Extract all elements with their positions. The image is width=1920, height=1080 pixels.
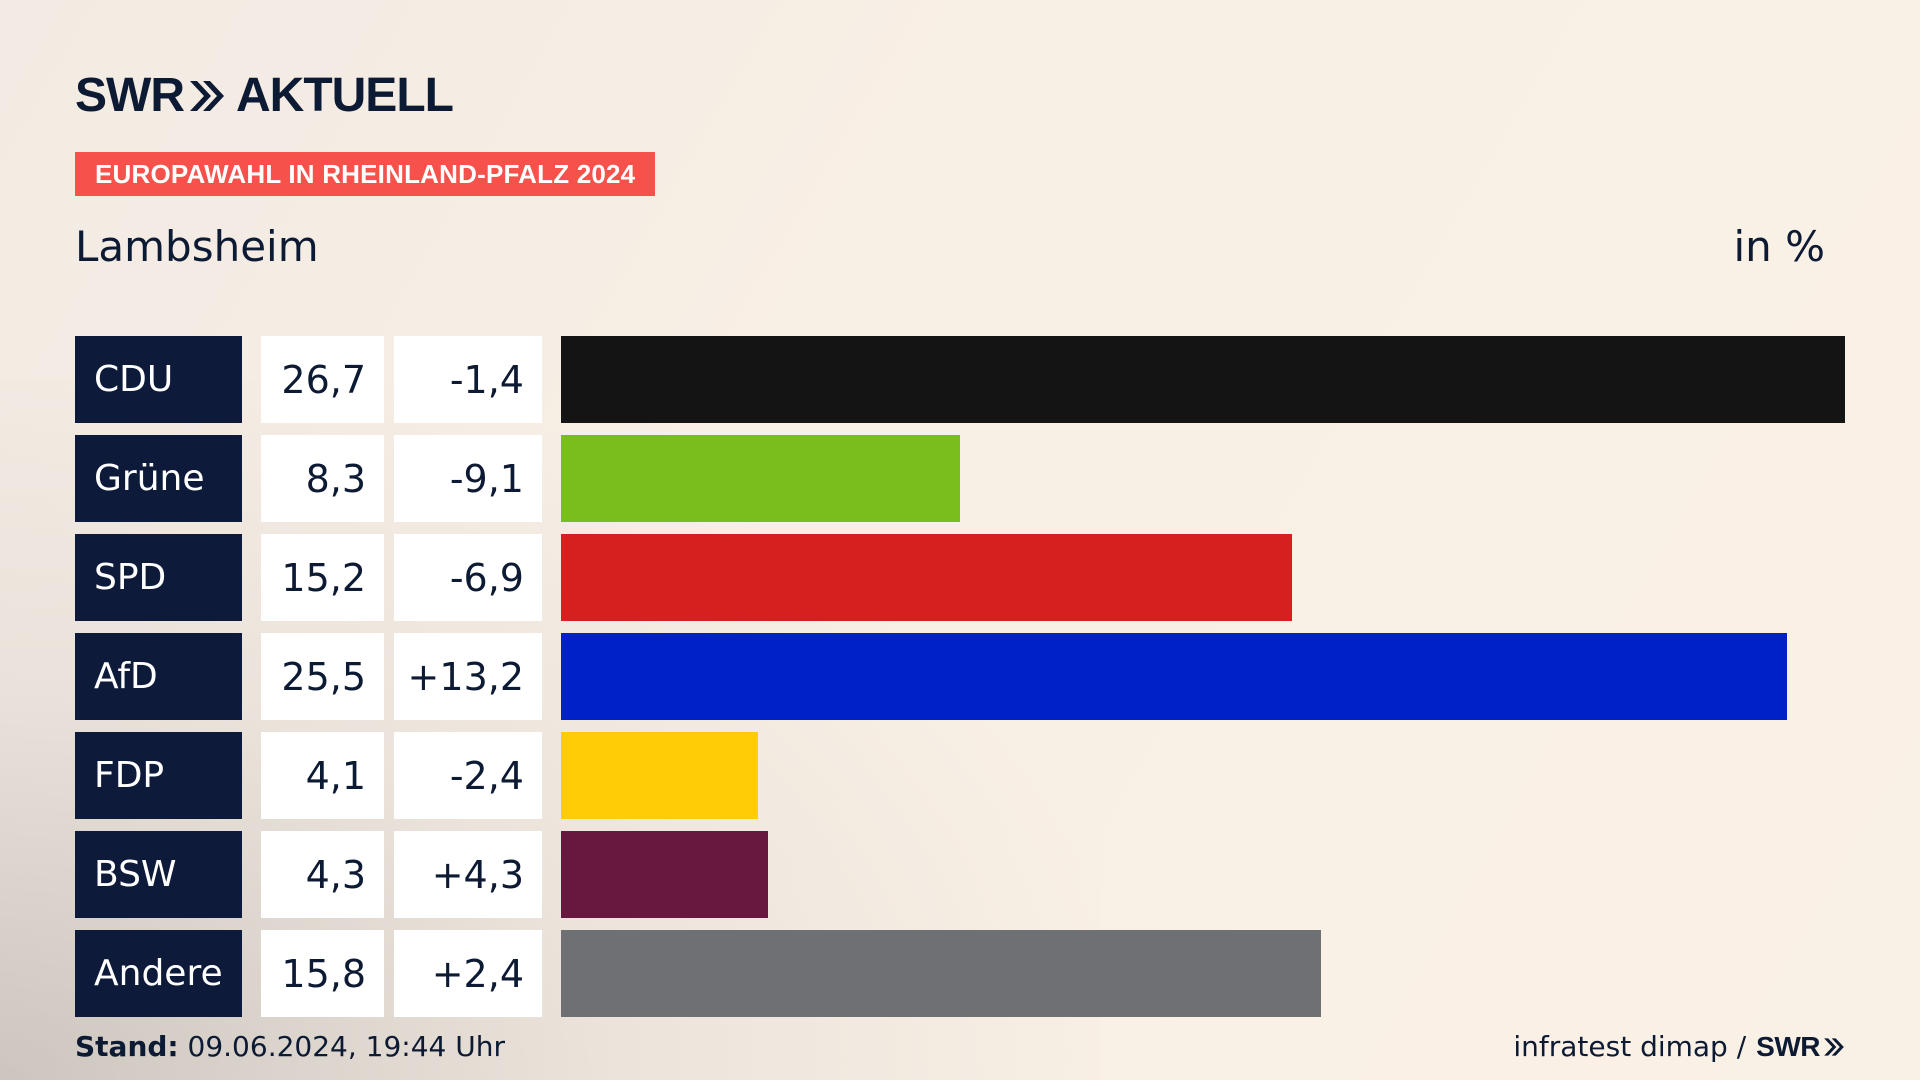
party-label: BSW — [75, 831, 242, 918]
party-label: AfD — [75, 633, 242, 720]
logo-swr-text: SWR — [75, 69, 185, 122]
diff-label: +4,3 — [394, 831, 542, 918]
chart-row: AfD 25,5 +13,2 — [75, 633, 1845, 720]
value-label: 15,2 — [261, 534, 384, 621]
diff-label: -6,9 — [394, 534, 542, 621]
chart-row: SPD 15,2 -6,9 — [75, 534, 1845, 621]
bar — [561, 930, 1321, 1017]
source-text: infratest dimap / — [1513, 1030, 1747, 1063]
source-credit: infratest dimap / SWR — [1513, 1030, 1845, 1063]
chart-title: Lambsheim — [75, 222, 319, 271]
swr-small-text: SWR — [1756, 1030, 1820, 1062]
election-badge: EUROPAWAHL IN RHEINLAND-PFALZ 2024 — [75, 152, 656, 196]
diff-label: -2,4 — [394, 732, 542, 819]
value-label: 26,7 — [261, 336, 384, 423]
swr-aktuell-logo: SWR AKTUELL — [75, 68, 454, 123]
chart-row: FDP 4,1 -2,4 — [75, 732, 1845, 819]
swr-small-logo: SWR — [1756, 1031, 1845, 1063]
party-label: Grüne — [75, 435, 242, 522]
stand-label: Stand: — [75, 1030, 179, 1063]
bar — [561, 633, 1787, 720]
bar — [561, 732, 758, 819]
timestamp: Stand: 09.06.2024, 19:44 Uhr — [75, 1030, 505, 1063]
chart-row: Grüne 8,3 -9,1 — [75, 435, 1845, 522]
party-label: FDP — [75, 732, 242, 819]
value-label: 15,8 — [261, 930, 384, 1017]
diff-label: +13,2 — [394, 633, 542, 720]
double-chevron-icon — [188, 79, 226, 113]
party-label: CDU — [75, 336, 242, 423]
party-label: Andere — [75, 930, 242, 1017]
small-chevron-icon — [1824, 1037, 1844, 1056]
diff-label: +2,4 — [394, 930, 542, 1017]
bar — [561, 336, 1845, 423]
bar — [561, 435, 960, 522]
diff-label: -9,1 — [394, 435, 542, 522]
value-label: 25,5 — [261, 633, 384, 720]
value-label: 8,3 — [261, 435, 384, 522]
logo-aktuell-text: AKTUELL — [235, 69, 454, 122]
value-label: 4,1 — [261, 732, 384, 819]
bar — [561, 831, 768, 918]
unit-label: in % — [1733, 222, 1825, 271]
value-label: 4,3 — [261, 831, 384, 918]
chart-row: BSW 4,3 +4,3 — [75, 831, 1845, 918]
chart-row: Andere 15,8 +2,4 — [75, 930, 1845, 1017]
stand-value: 09.06.2024, 19:44 Uhr — [187, 1030, 505, 1063]
diff-label: -1,4 — [394, 336, 542, 423]
chart-row: CDU 26,7 -1,4 — [75, 336, 1845, 423]
party-label: SPD — [75, 534, 242, 621]
bar — [561, 534, 1292, 621]
